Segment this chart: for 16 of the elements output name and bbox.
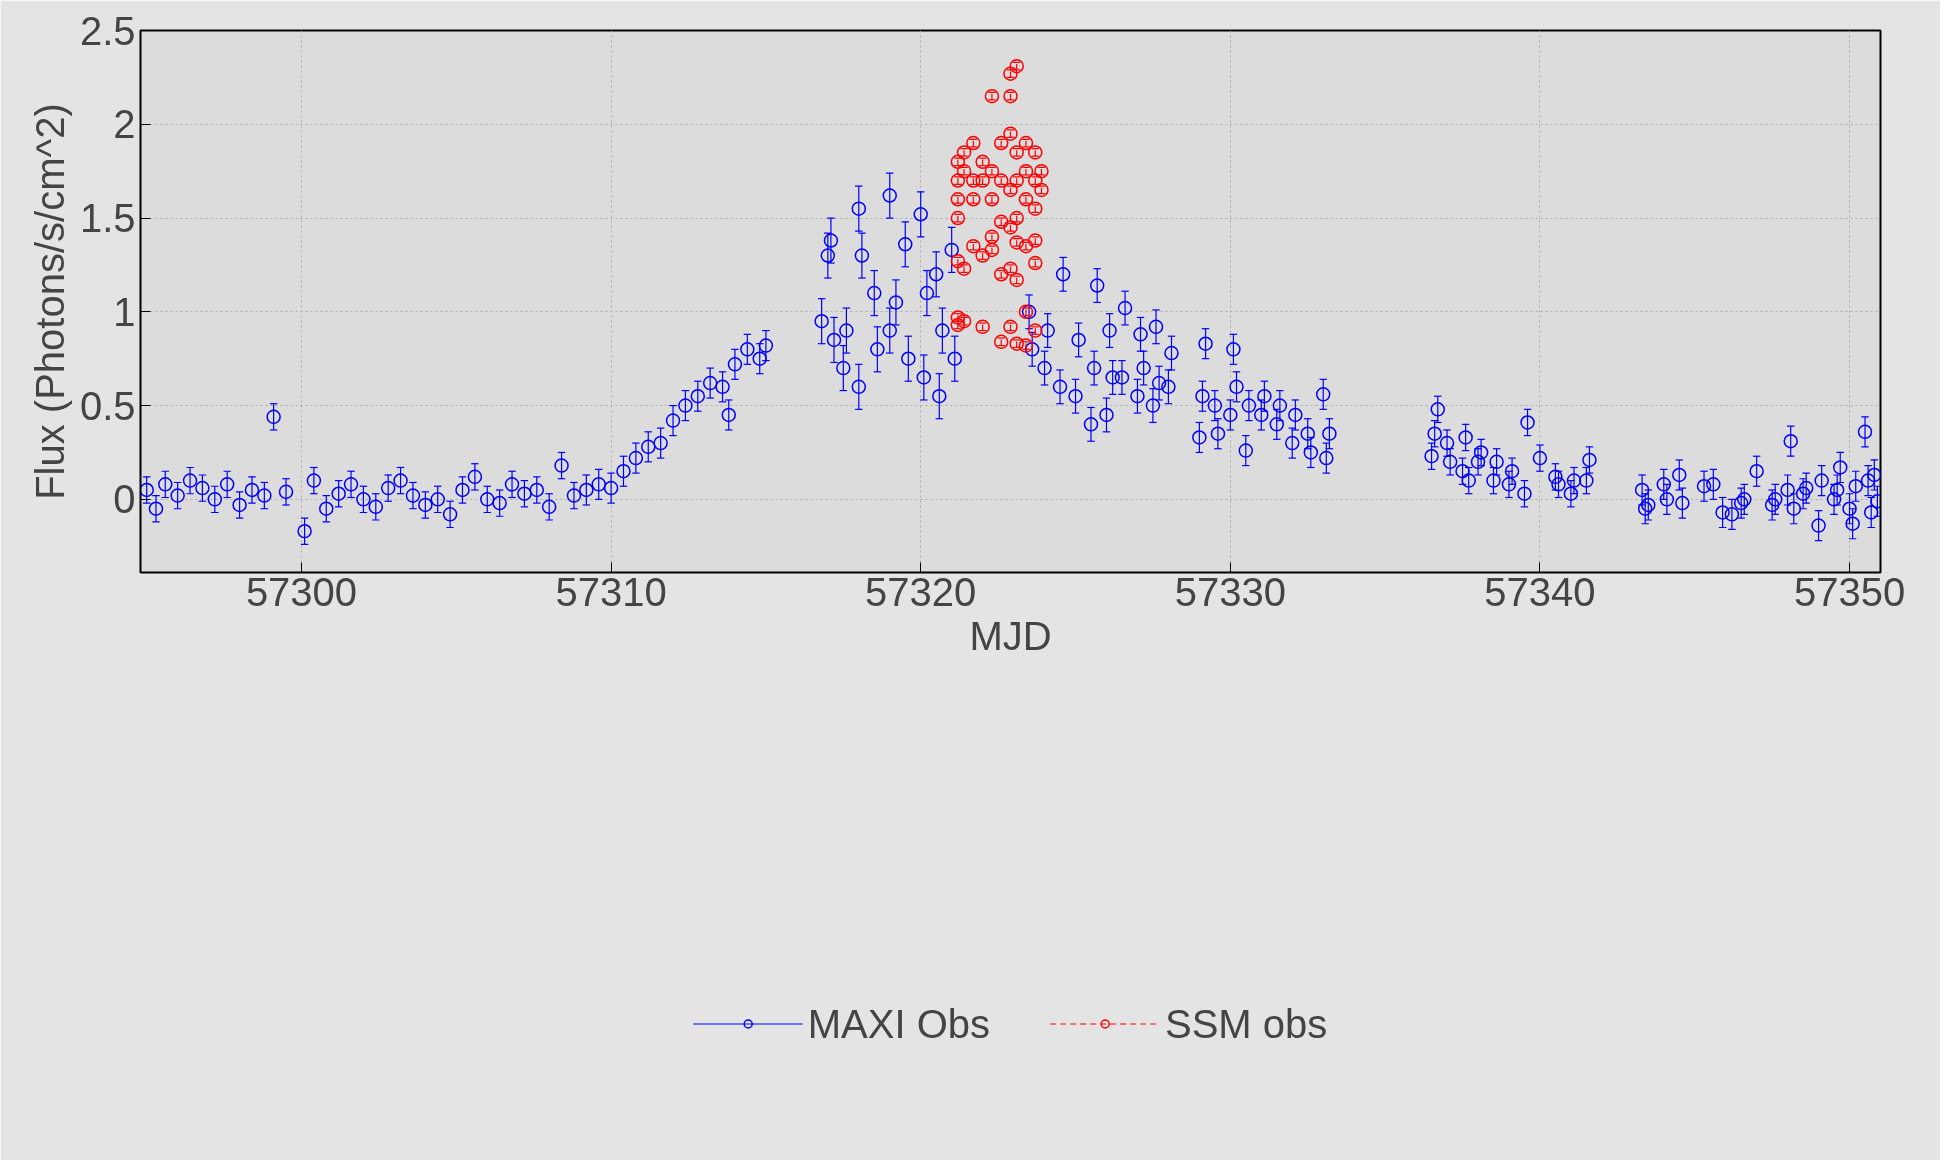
y-tick-label: 2	[113, 102, 136, 147]
x-tick-label: 57310	[555, 569, 667, 614]
x-tick-label: 57340	[1484, 569, 1596, 614]
x-tick-label: 57350	[1793, 569, 1906, 614]
y-tick-label: 1	[113, 289, 136, 334]
y-axis-title: Flux (Photons/s/cm^2)	[27, 103, 72, 500]
x-tick-label: 57320	[865, 569, 977, 614]
x-axis-title: MJD	[969, 613, 1052, 658]
y-tick-label: 2.5	[79, 8, 136, 53]
legend-label: SSM obs	[1164, 1001, 1328, 1047]
x-tick-label: 57300	[245, 569, 358, 614]
y-tick-label: 0.5	[79, 383, 136, 428]
legend-label: MAXI Obs	[807, 1001, 990, 1047]
x-tick-label: 57330	[1174, 569, 1286, 614]
y-tick-label: 1.5	[79, 196, 136, 241]
y-tick-label: 0	[113, 477, 136, 522]
